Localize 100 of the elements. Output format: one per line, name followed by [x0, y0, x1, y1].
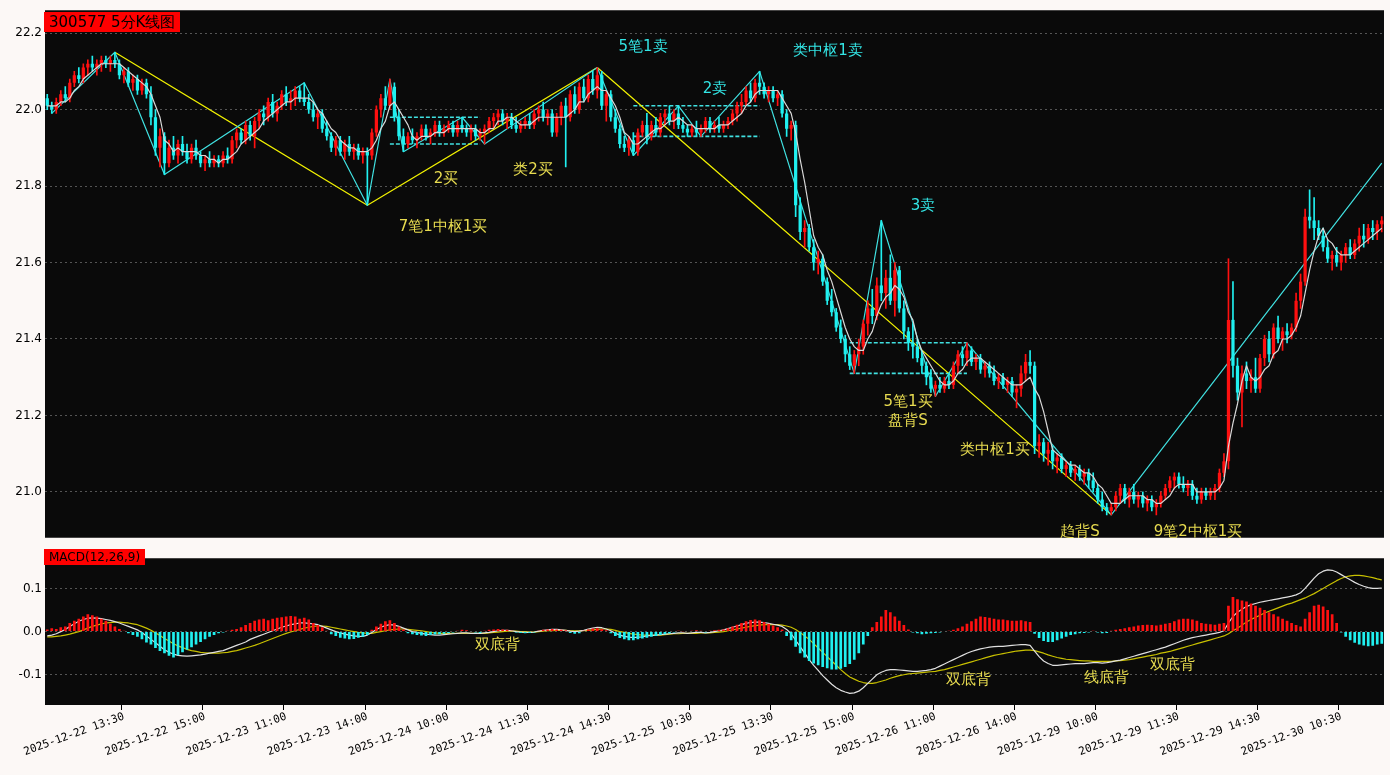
bar	[298, 618, 302, 632]
bar	[803, 632, 807, 658]
bar	[109, 623, 112, 632]
bar	[190, 632, 193, 648]
bar	[50, 628, 54, 632]
candlestick	[816, 250, 820, 275]
candlestick	[1362, 223, 1366, 248]
bar	[95, 616, 99, 632]
bar	[825, 632, 829, 669]
bar	[1006, 620, 1009, 632]
bar	[749, 619, 752, 632]
bar	[888, 612, 892, 632]
bar	[347, 632, 351, 640]
candlestick	[870, 288, 874, 325]
bar	[81, 616, 85, 632]
annotation: 类中枢1买	[960, 439, 1030, 458]
bar	[118, 629, 121, 632]
bar	[438, 632, 441, 635]
bar	[199, 632, 202, 642]
bar	[280, 617, 284, 632]
bar	[1060, 632, 1063, 639]
bar	[172, 632, 175, 658]
bar	[812, 632, 816, 664]
annotation: 类中枢1卖	[793, 40, 863, 59]
bar	[1064, 632, 1068, 637]
bar	[307, 619, 311, 632]
bar	[338, 632, 342, 638]
bar	[429, 632, 432, 636]
bar	[1132, 626, 1136, 632]
annotation: 双底背	[1149, 654, 1195, 673]
bar	[627, 632, 631, 641]
bar	[1051, 632, 1054, 642]
bar	[343, 632, 347, 639]
bar	[1218, 623, 1221, 632]
bar	[1375, 632, 1379, 645]
bar	[988, 617, 991, 632]
bar	[834, 632, 838, 670]
bar	[1290, 622, 1293, 632]
y-tick-label: 21.4	[15, 331, 42, 346]
bar	[641, 632, 644, 639]
bar	[758, 620, 761, 632]
bar	[618, 632, 622, 639]
bar	[63, 626, 67, 632]
annotation: 5笔1买	[883, 391, 933, 410]
bar	[1042, 632, 1045, 642]
bar	[997, 619, 1000, 632]
bar	[1254, 605, 1257, 632]
bar	[293, 616, 297, 632]
bar	[1015, 620, 1018, 632]
annotation: 9笔2中枢1买	[1153, 521, 1243, 540]
bar	[1299, 626, 1302, 632]
bar	[271, 618, 275, 632]
bar	[1136, 625, 1140, 632]
bar	[843, 632, 847, 668]
bar	[1200, 622, 1203, 632]
bar	[798, 632, 802, 654]
bar	[731, 626, 734, 632]
bar	[1272, 614, 1275, 632]
bar	[361, 632, 365, 637]
bar	[311, 622, 315, 632]
bar	[334, 632, 338, 636]
bar	[852, 632, 856, 660]
bar	[1362, 632, 1366, 646]
bar	[262, 618, 266, 632]
y-tick-label: -0.1	[18, 666, 42, 681]
bar	[393, 622, 396, 632]
bar	[1308, 612, 1311, 632]
chart-title: MACD(12,26,9)	[44, 549, 146, 566]
chart-title: 300577 5分K线图	[44, 12, 181, 32]
bar	[1191, 619, 1194, 632]
bar	[1326, 610, 1329, 632]
annotation: 趋背S	[1060, 521, 1100, 540]
bar	[659, 632, 662, 636]
bar	[884, 610, 888, 632]
y-tick-label: 21.6	[15, 254, 42, 269]
bar	[244, 625, 247, 632]
bar	[77, 618, 81, 632]
bar	[289, 616, 293, 632]
bar	[875, 622, 879, 632]
bar	[1380, 632, 1384, 644]
bar	[136, 632, 139, 637]
annotation: 2卖	[702, 78, 728, 97]
bar	[1069, 632, 1073, 636]
bar	[100, 618, 103, 632]
annotation: 3卖	[910, 195, 936, 214]
annotation: 5笔1卖	[618, 36, 668, 55]
bar	[613, 632, 617, 636]
bar	[1150, 625, 1154, 632]
bar	[54, 629, 58, 632]
bar	[1127, 627, 1131, 632]
bar	[90, 615, 94, 632]
candlestick	[1330, 250, 1334, 271]
bar	[1357, 632, 1361, 645]
bar	[329, 632, 333, 635]
bar	[839, 632, 843, 669]
bar	[650, 632, 653, 637]
bar	[1141, 625, 1145, 632]
bar	[1281, 618, 1284, 632]
bar	[1330, 614, 1334, 632]
bar	[794, 632, 797, 647]
